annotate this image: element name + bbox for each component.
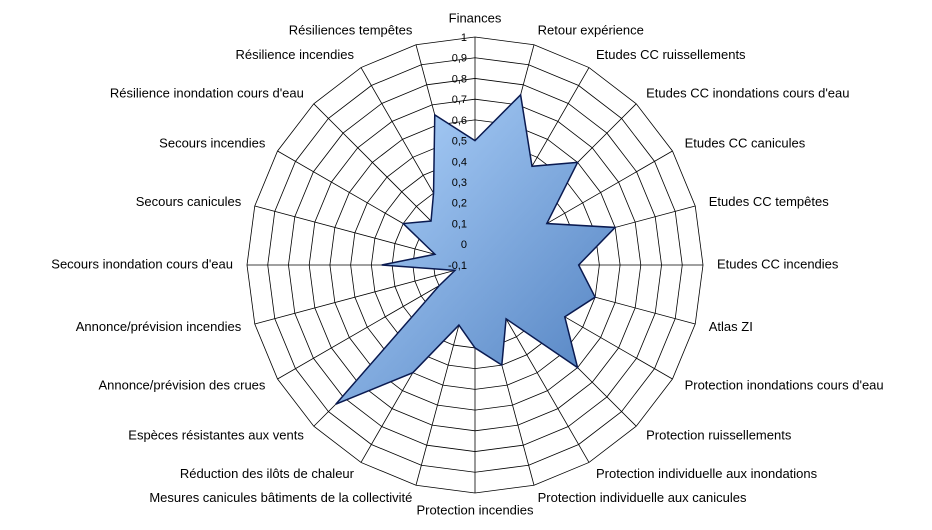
y-tick-label: 0,4 <box>452 156 467 168</box>
category-label: Résiliences tempêtes <box>289 23 413 38</box>
radar-area <box>335 93 617 405</box>
category-label: Finances <box>449 10 502 25</box>
category-label: Secours inondation cours d'eau <box>51 256 233 271</box>
category-label: Retour expérience <box>538 23 644 38</box>
category-label: Protection individuelle aux canicules <box>538 490 747 505</box>
y-tick-label: 0,5 <box>452 136 467 148</box>
category-label: Protection ruissellements <box>646 428 792 443</box>
category-label: Etudes CC ruissellements <box>596 47 746 62</box>
y-tick-label: 0 <box>461 239 467 251</box>
y-tick-label: 0,8 <box>452 73 467 85</box>
y-tick-label: 1 <box>461 32 467 44</box>
category-label: Atlas ZI <box>709 319 753 334</box>
category-label: Réduction des ilôts de chaleur <box>180 466 355 481</box>
spoke <box>254 264 476 325</box>
category-label: Annonce/prévision des crues <box>98 377 265 392</box>
y-tick-label: 0,7 <box>452 94 467 106</box>
y-tick-label: 0,1 <box>452 218 467 230</box>
category-label: Résilience incendies <box>235 47 354 62</box>
category-label: Secours incendies <box>159 135 266 150</box>
category-label: Mesures canicules bâtiments de la collec… <box>149 490 412 505</box>
category-label: Espèces résistantes aux vents <box>128 428 304 443</box>
category-label: Etudes CC tempêtes <box>709 194 829 209</box>
y-tick-label: 0,3 <box>452 177 467 189</box>
category-label: Annonce/prévision incendies <box>76 319 242 334</box>
category-label: Secours canicules <box>136 194 242 209</box>
category-label: Etudes CC canicules <box>685 135 806 150</box>
y-tick-label: 0,9 <box>452 53 467 65</box>
category-label: Etudes CC incendies <box>717 256 839 271</box>
y-tick-label: -0,1 <box>448 260 467 272</box>
category-label: Protection individuelle aux inondations <box>596 466 818 481</box>
category-label: Protection inondations cours d'eau <box>685 377 884 392</box>
category-label: Résilience inondation cours d'eau <box>110 85 304 100</box>
category-label: Protection incendies <box>416 502 534 517</box>
y-tick-label: 0,6 <box>452 115 467 127</box>
y-tick-label: 0,2 <box>452 198 467 210</box>
category-label: Etudes CC inondations cours d'eau <box>646 85 849 100</box>
